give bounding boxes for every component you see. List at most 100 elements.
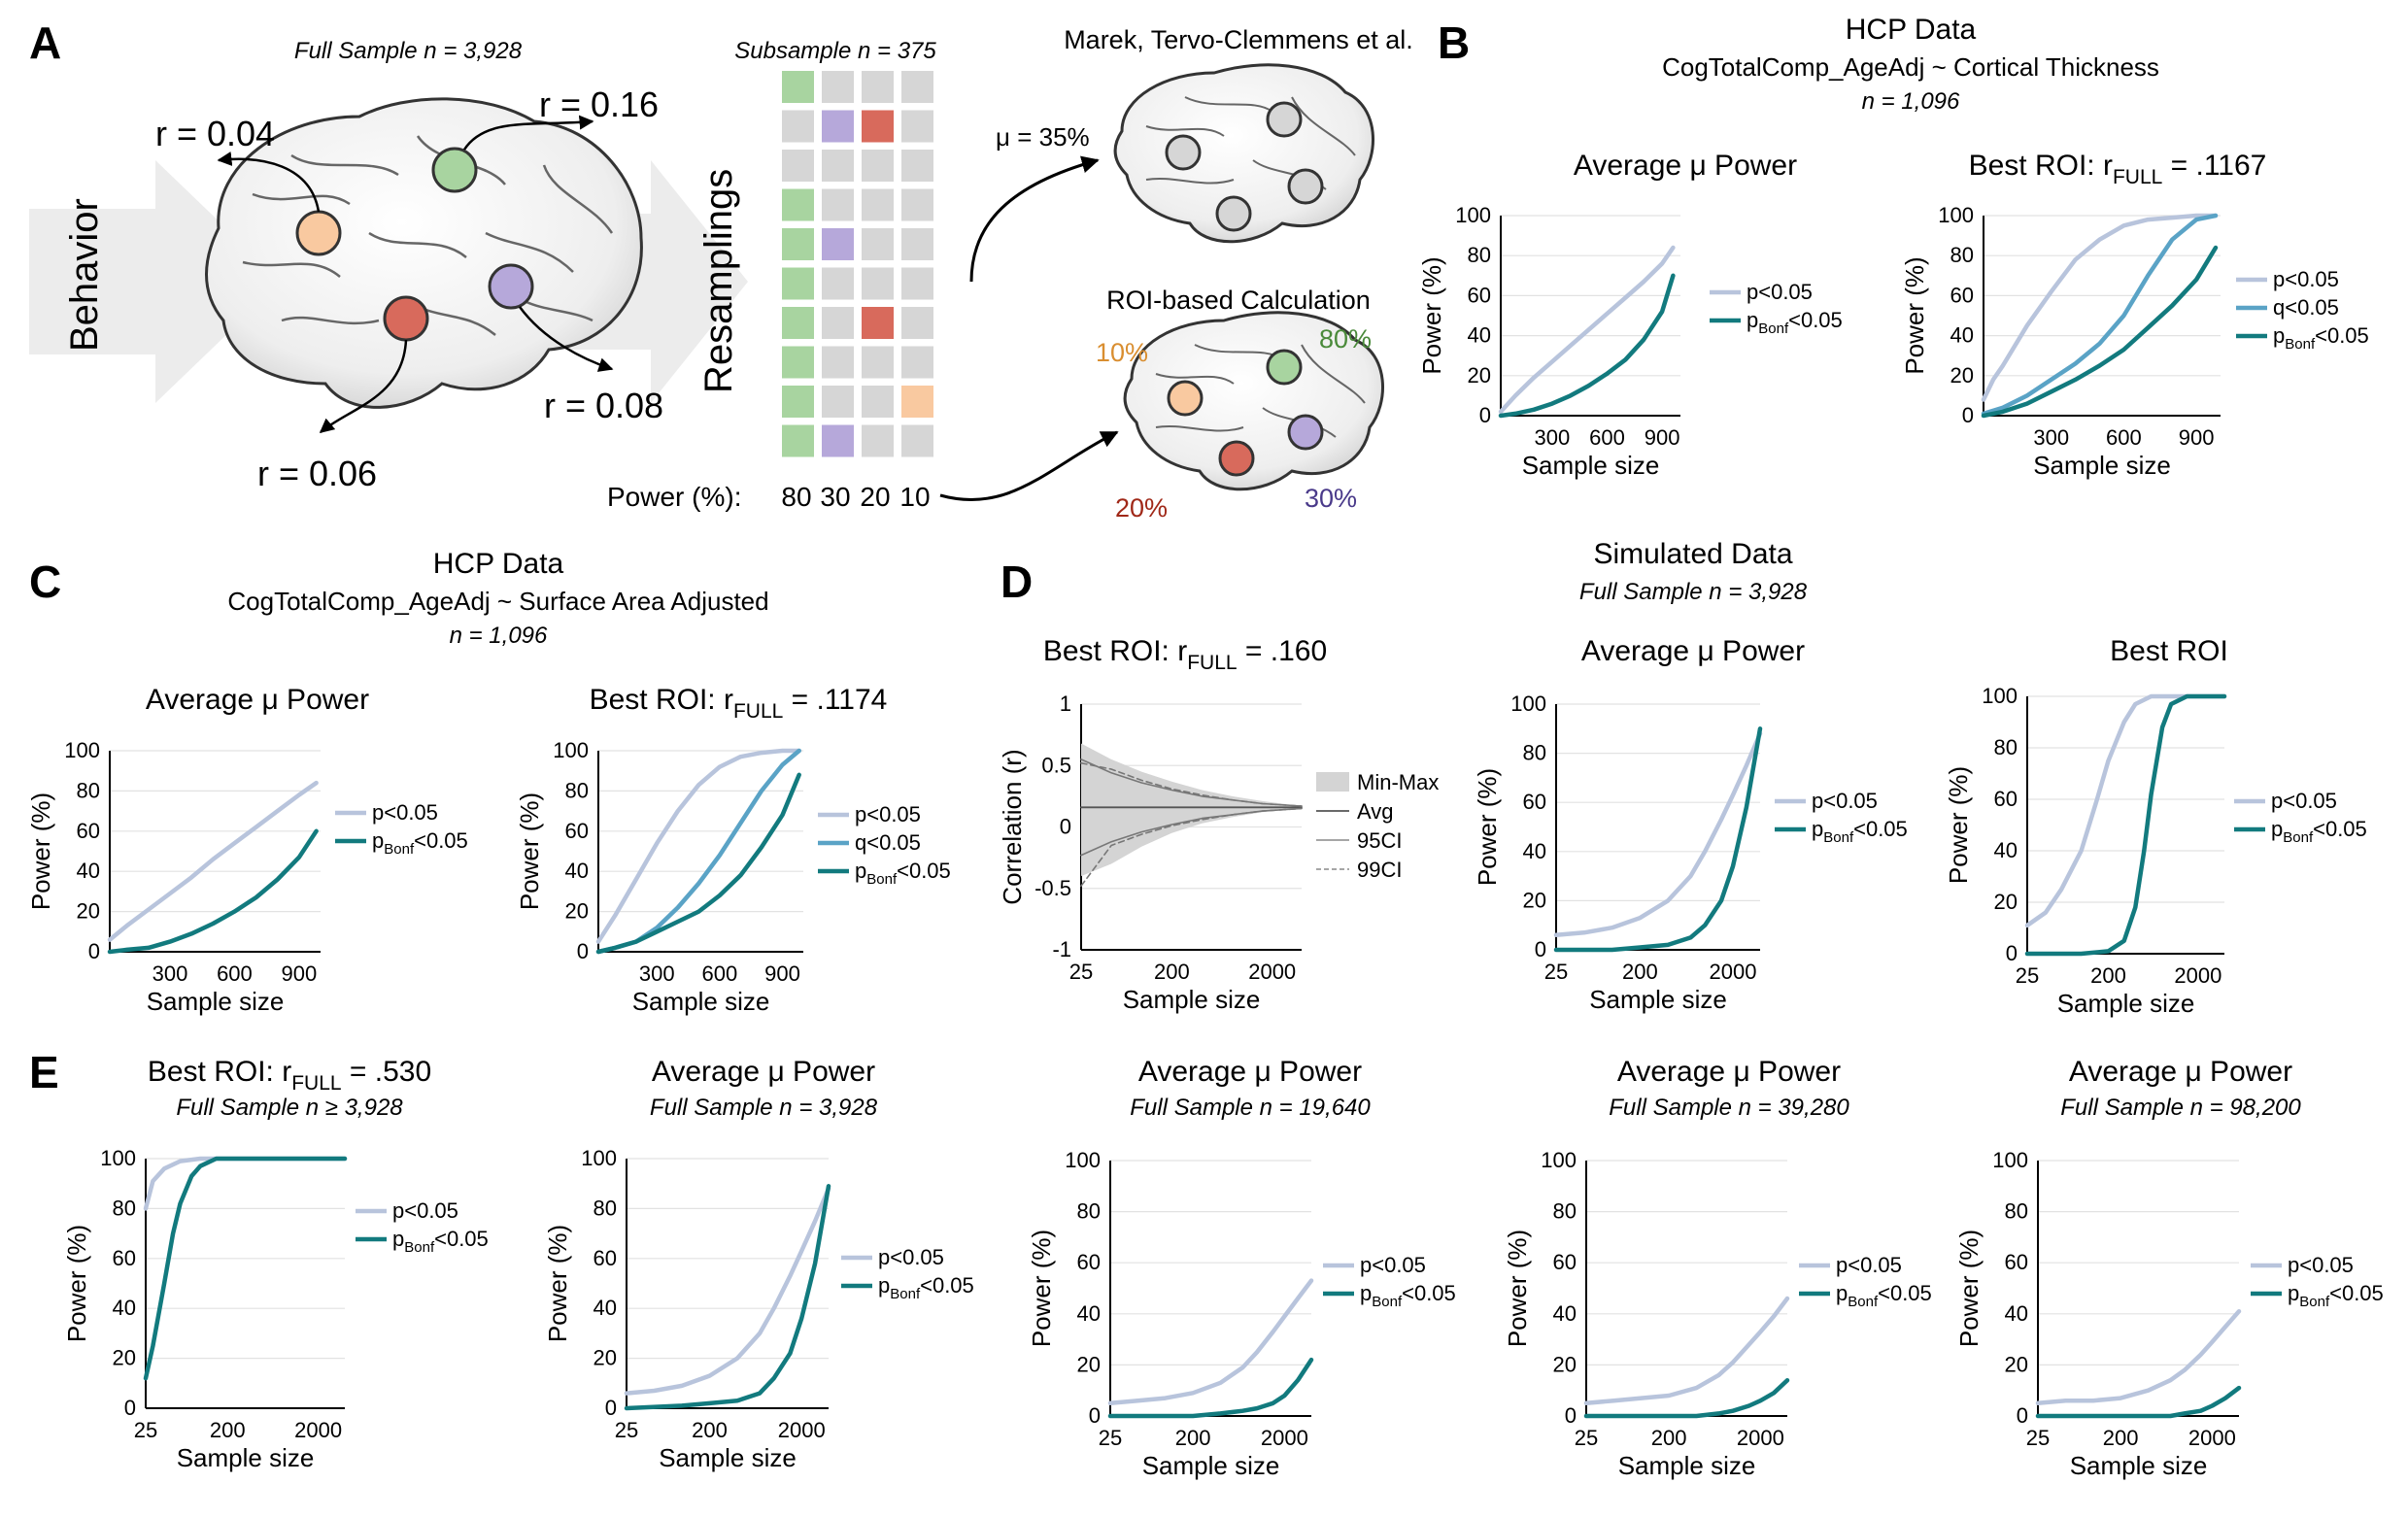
y-tick-label: 20 [1523, 888, 1546, 912]
x-tick-label: 25 [2016, 963, 2039, 988]
chart-title-subscript: FULL [733, 700, 783, 723]
grid-cell-gray [822, 267, 854, 300]
roi-purple-small [1287, 414, 1324, 451]
chart-title-text: Best ROI: r [1043, 635, 1187, 667]
y-tick-label: 80 [113, 1196, 136, 1220]
y-tick-label: 40 [1553, 1301, 1577, 1326]
power-value-1: 30 [820, 482, 850, 512]
roi-pct-orange: 10% [1096, 338, 1148, 367]
y-tick-label: 60 [594, 1246, 617, 1270]
resamplings-label: Resamplings [697, 169, 740, 393]
y-tick-label: 20 [113, 1346, 136, 1370]
y-tick-label: 40 [1994, 838, 2018, 862]
legend-label-subscript: Bonf [2283, 829, 2314, 846]
legend-label-threshold: <0.05 [1788, 308, 1843, 332]
legend-label-subscript: Bonf [404, 1239, 435, 1256]
x-axis-label: Sample size [1618, 1451, 1756, 1480]
y-axis-label: Power (%) [543, 1225, 572, 1342]
x-tick-label: 2000 [2188, 1426, 2236, 1450]
grid-cell-gray [822, 150, 854, 182]
x-tick-label: 200 [2090, 963, 2126, 988]
y-tick-label: 0 [124, 1396, 136, 1420]
d-subtitle: Full Sample n = 3,928 [1579, 579, 1808, 605]
arrow-r-006 [319, 339, 408, 433]
roi-purple [488, 263, 534, 310]
legend-label-p: p [1836, 1281, 1848, 1305]
y-tick-label: 100 [1541, 1148, 1577, 1172]
x-tick-label: 25 [1575, 1426, 1598, 1450]
x-axis-label: Sample size [1589, 985, 1727, 1014]
legend-label-subscript: Bonf [866, 871, 898, 888]
grid-cell-gray [862, 188, 894, 221]
y-tick-label: 1 [1060, 691, 1071, 716]
chart-title-text: Best ROI [2110, 635, 2228, 667]
grid-cell-green [782, 386, 814, 418]
legend-swatch [1316, 772, 1349, 792]
legend-label-threshold: <0.05 [414, 828, 468, 853]
x-axis-label: Sample size [632, 987, 770, 1016]
y-tick-label: 60 [1468, 283, 1491, 307]
legend-label-subscript: Bonf [1372, 1294, 1403, 1310]
y-tick-label: 0 [577, 939, 589, 963]
legend-label: pBonf<0.05 [2288, 1281, 2384, 1310]
legend-label-p: p [1812, 817, 1823, 841]
x-tick-label: 25 [1544, 960, 1568, 984]
x-tick-label: 200 [210, 1418, 246, 1442]
chart-title-value: = .530 [342, 1056, 432, 1088]
y-tick-label: 60 [565, 819, 589, 843]
y-tick-label: 0 [1535, 937, 1546, 961]
mu-label: μ = 35% [996, 122, 1090, 152]
y-axis-label: Power (%) [1503, 1230, 1532, 1347]
y-tick-label: 100 [1938, 203, 1974, 227]
legend-label-subscript: Bonf [1823, 829, 1854, 846]
legend-label: p<0.05 [1360, 1253, 1426, 1277]
grid-cell-gray [782, 150, 814, 182]
x-tick-label: 600 [2106, 425, 2142, 450]
behavior-label: Behavior [63, 198, 106, 352]
roi-orange-small [1167, 380, 1204, 417]
chart-title: Average μ Power [1581, 635, 1805, 667]
panel-letter-c: C [29, 556, 61, 607]
x-tick-label: 200 [1651, 1426, 1687, 1450]
chart-title: Best ROI: rFULL = .1167 [1969, 150, 2267, 188]
y-tick-label: 0 [1060, 815, 1071, 839]
y-tick-label: 100 [581, 1146, 617, 1170]
x-tick-label: 2000 [1737, 1426, 1784, 1450]
legend-label-threshold: <0.05 [1878, 1281, 1932, 1305]
y-axis-label: Power (%) [515, 792, 544, 910]
legend-label-subscript: Bonf [2299, 1294, 2330, 1310]
y-tick-label: -0.5 [1034, 876, 1071, 900]
grid-cell-gray [862, 71, 894, 103]
legend-label: p<0.05 [1812, 789, 1878, 813]
legend-label: p<0.05 [2273, 267, 2339, 291]
r-label-004: r = 0.04 [155, 114, 275, 153]
grid-cell-gray [782, 110, 814, 143]
y-tick-label: 100 [1992, 1148, 2028, 1172]
chart-title-text: Average μ Power [1574, 150, 1797, 182]
grid-cell-orange [901, 386, 933, 418]
y-tick-label: 40 [565, 859, 589, 883]
y-axis-label: Power (%) [62, 1225, 91, 1342]
y-tick-label: 40 [1077, 1301, 1101, 1326]
series-line [143, 1156, 348, 1211]
series-line [1553, 726, 1763, 953]
y-tick-label: 20 [1077, 1352, 1101, 1376]
arrow-r-016 [462, 115, 594, 151]
roi-gray-4 [1215, 195, 1252, 232]
y-axis-label: Power (%) [1900, 256, 1929, 374]
chart-title-value: = .1167 [2162, 150, 2266, 182]
x-tick-label: 200 [1154, 960, 1190, 984]
legend-label: pBonf<0.05 [878, 1273, 974, 1302]
grid-cell-gray [862, 267, 894, 300]
legend-label-subscript: Bonf [890, 1286, 921, 1302]
brain-illustration-roi [1123, 311, 1384, 491]
y-tick-label: 100 [1065, 1148, 1101, 1172]
roi-green-small [1266, 349, 1303, 386]
y-axis-label: Power (%) [1417, 256, 1446, 374]
y-tick-label: 40 [594, 1296, 617, 1320]
panel-a: Behavior Full Sample n = 3,928 r = 0.04 … [29, 25, 1413, 523]
power-value-2: 20 [860, 482, 890, 512]
